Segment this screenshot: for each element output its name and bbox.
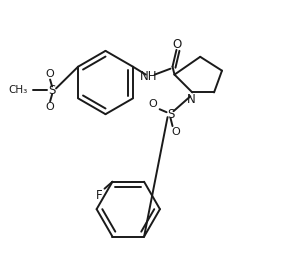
Text: O: O [148, 99, 157, 109]
Text: O: O [173, 39, 182, 51]
Text: O: O [171, 127, 180, 137]
Text: NH: NH [140, 70, 157, 83]
Text: S: S [167, 108, 174, 121]
Text: S: S [49, 84, 56, 97]
Text: CH₃: CH₃ [8, 85, 27, 95]
Text: O: O [46, 102, 54, 112]
Text: O: O [46, 69, 54, 79]
Text: F: F [96, 189, 103, 202]
Text: N: N [187, 93, 196, 106]
